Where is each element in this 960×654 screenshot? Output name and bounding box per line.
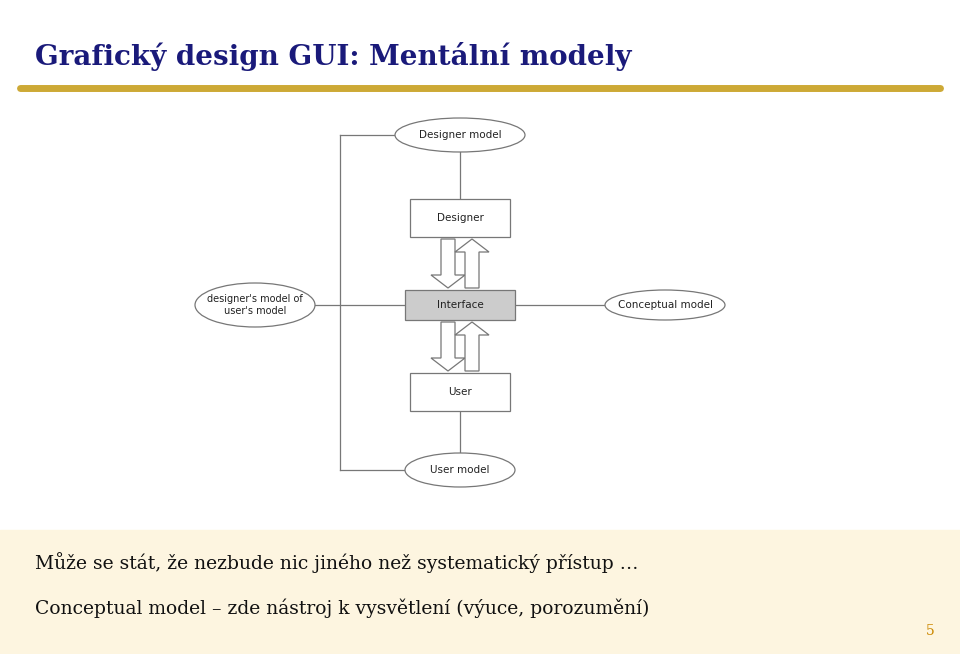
Text: User: User — [448, 387, 472, 397]
Polygon shape — [455, 322, 489, 371]
Text: Interface: Interface — [437, 300, 484, 310]
Bar — [410, 373, 510, 411]
Text: Designer: Designer — [437, 213, 484, 223]
Ellipse shape — [395, 118, 525, 152]
Bar — [0, 530, 960, 654]
Bar — [410, 199, 510, 237]
Polygon shape — [431, 322, 465, 371]
Ellipse shape — [605, 290, 725, 320]
Bar — [405, 290, 515, 320]
Text: 5: 5 — [926, 624, 935, 638]
Polygon shape — [431, 239, 465, 288]
Text: Může se stát, že nezbude nic jiného než systematický přístup …: Může se stát, že nezbude nic jiného než … — [35, 552, 638, 573]
Text: User model: User model — [430, 465, 490, 475]
Text: Grafický design GUI: Mentální modely: Grafický design GUI: Mentální modely — [35, 42, 632, 71]
Text: Conceptual model: Conceptual model — [617, 300, 712, 310]
Text: Conceptual model – zde nástroj k vysvětlení (výuce, porozumění): Conceptual model – zde nástroj k vysvětl… — [35, 598, 649, 617]
Text: Designer model: Designer model — [419, 130, 501, 140]
Text: designer's model of
user's model: designer's model of user's model — [207, 294, 302, 316]
Polygon shape — [455, 239, 489, 288]
Ellipse shape — [195, 283, 315, 327]
Ellipse shape — [405, 453, 515, 487]
